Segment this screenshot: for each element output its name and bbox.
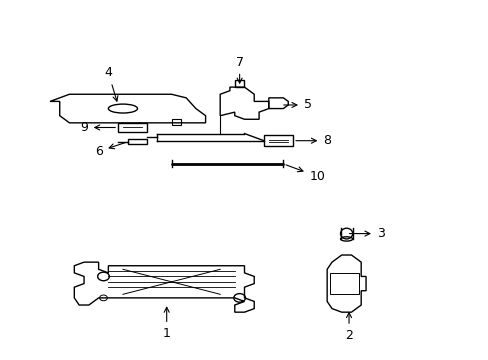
Text: 7: 7 xyxy=(235,55,243,83)
Text: 10: 10 xyxy=(285,165,325,183)
Text: 2: 2 xyxy=(345,312,352,342)
Text: 1: 1 xyxy=(163,307,170,340)
Text: 6: 6 xyxy=(95,143,125,158)
Text: 8: 8 xyxy=(295,134,330,147)
Text: 9: 9 xyxy=(80,121,115,134)
Text: 5: 5 xyxy=(283,99,311,112)
Text: 3: 3 xyxy=(348,227,384,240)
Text: 4: 4 xyxy=(104,66,118,101)
